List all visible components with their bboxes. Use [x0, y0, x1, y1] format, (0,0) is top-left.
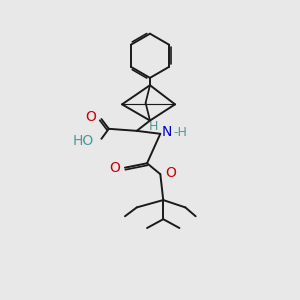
Text: N: N [162, 125, 172, 139]
Text: HO: HO [73, 134, 94, 148]
Text: O: O [109, 161, 120, 175]
Text: H: H [148, 120, 158, 133]
Text: O: O [166, 166, 176, 180]
Text: -H: -H [174, 126, 188, 139]
Text: O: O [85, 110, 96, 124]
